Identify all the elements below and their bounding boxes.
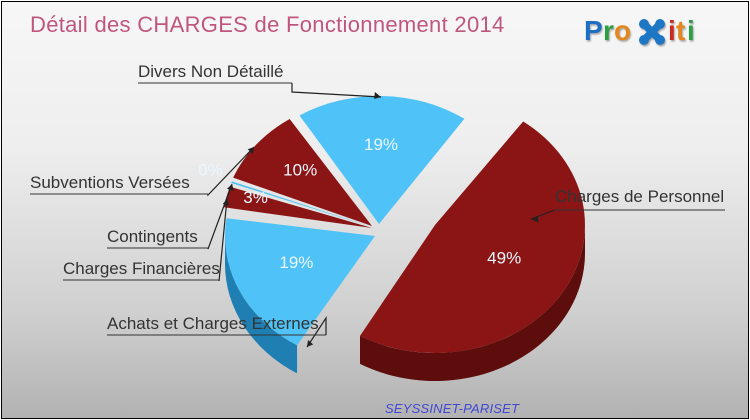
svg-text:10%: 10% [283,161,317,180]
svg-text:19%: 19% [279,253,313,272]
svg-text:19%: 19% [364,135,398,154]
svg-text:0%: 0% [198,160,223,179]
svg-text:49%: 49% [487,248,521,267]
svg-text:Contingents: Contingents [107,227,198,246]
svg-text:Charges de Personnel: Charges de Personnel [555,187,724,206]
svg-text:Subventions Versées: Subventions Versées [30,173,190,192]
svg-text:3%: 3% [243,188,268,207]
svg-text:Achats et Charges Externes: Achats et Charges Externes [107,314,319,333]
svg-text:Charges Financières: Charges Financières [63,259,220,278]
svg-text:Divers Non Détaillé: Divers Non Détaillé [138,62,284,81]
